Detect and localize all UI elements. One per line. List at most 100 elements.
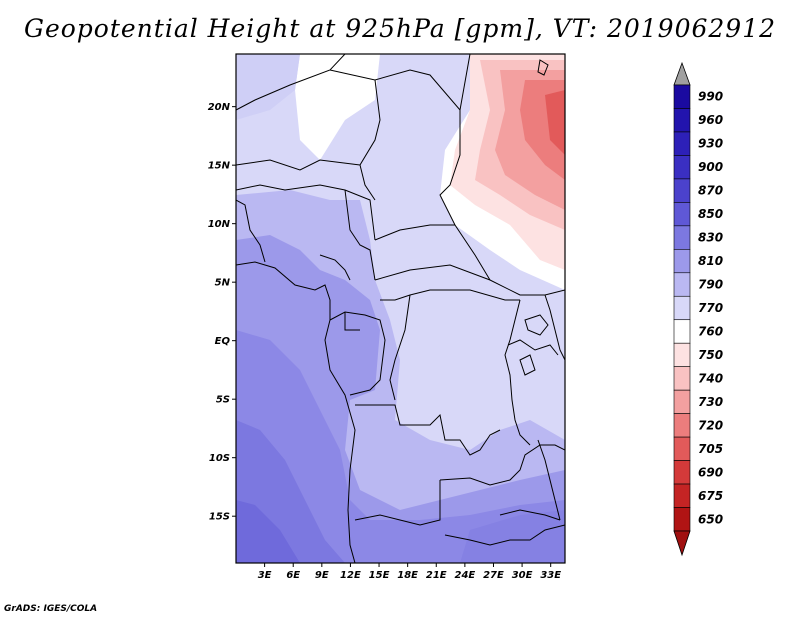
- colorbar-label: 760: [698, 324, 723, 338]
- height-field: [236, 54, 565, 563]
- border-line: [380, 289, 520, 301]
- borders: [236, 54, 565, 563]
- lon-tick-label: 27E: [483, 570, 504, 581]
- border-line: [374, 224, 455, 241]
- colorbar-segment: [673, 155, 691, 180]
- lat-tick-label: 5N: [215, 278, 231, 289]
- field-760-north: [295, 54, 380, 160]
- lake: [537, 59, 549, 76]
- lon-axis: 3E 6E 9E 12E 15E 18E 21E 24E 27E 30E 33E: [258, 563, 561, 581]
- border-line: [507, 339, 559, 356]
- coastline: [236, 261, 356, 563]
- lat-tick-label: 5S: [216, 395, 230, 406]
- colorbar-segment: [673, 342, 691, 367]
- lat-tick-label: 20N: [208, 102, 231, 113]
- lon-tick-label: 12E: [340, 570, 361, 581]
- colorbar-label: 720: [698, 418, 723, 432]
- colorbar-segment: [673, 272, 691, 297]
- border-line: [444, 524, 565, 546]
- colorbar-label: 740: [698, 371, 723, 385]
- credit-text: GrADS: IGES/COLA: [4, 604, 98, 614]
- lake: [519, 354, 536, 376]
- map-frame: [235, 53, 566, 564]
- colorbar-segment: [673, 84, 691, 109]
- border-line: [499, 509, 561, 521]
- colorbar-label: 810: [698, 254, 723, 268]
- colorbar-segment: [673, 507, 691, 532]
- colorbar-segment: [673, 202, 691, 227]
- border-line: [355, 404, 501, 456]
- colorbar-segment: [673, 249, 691, 274]
- border-line: [344, 312, 360, 331]
- lon-tick-label: 18E: [397, 570, 418, 581]
- colorbar-segment: [673, 295, 691, 321]
- field-840-zone: [236, 500, 300, 563]
- colorbar-label: 870: [698, 184, 723, 198]
- colorbar-label: 930: [698, 137, 723, 151]
- colorbar-label: 730: [698, 395, 723, 409]
- colorbar-segment: [673, 436, 691, 461]
- border-line: [236, 159, 361, 171]
- border-line: [329, 311, 386, 396]
- border-line: [329, 54, 471, 112]
- border-line: [359, 79, 381, 201]
- lon-tick-label: 21E: [426, 570, 447, 581]
- field-825-se: [460, 510, 565, 563]
- lat-tick-label: 15S: [209, 512, 230, 523]
- colorbar-segment: [673, 413, 691, 438]
- colorbar-label: 850: [698, 207, 723, 221]
- lon-tick-label: 24E: [454, 570, 475, 581]
- colorbar-label: 770: [698, 301, 723, 315]
- border-line: [389, 294, 411, 401]
- border-line: [439, 444, 565, 486]
- lat-tick-label: 10S: [209, 453, 230, 464]
- colorbar-label: 900: [698, 160, 723, 174]
- border-line: [236, 199, 266, 263]
- colorbar-segment: [673, 319, 691, 344]
- colorbar-label: 705: [698, 442, 723, 456]
- colorbar-segment: [673, 131, 691, 156]
- colorbar-top-arrow: [673, 61, 691, 86]
- colorbar-label: 650: [698, 512, 723, 526]
- colorbar-label: 990: [698, 90, 723, 104]
- colorbar-label: 830: [698, 231, 723, 245]
- border-line: [236, 184, 376, 241]
- lon-tick-label: 3E: [258, 570, 272, 581]
- lake-shore: [537, 439, 561, 521]
- lake-shore: [504, 299, 531, 446]
- lake: [524, 314, 549, 336]
- lon-tick-label: 9E: [315, 570, 329, 581]
- lat-tick-label: 15N: [208, 161, 231, 172]
- border-line: [544, 294, 565, 361]
- border-line: [439, 110, 491, 281]
- colorbar-segment: [673, 178, 691, 203]
- lon-tick-label: 30E: [512, 570, 533, 581]
- border-line: [344, 189, 376, 281]
- colorbar-label: 790: [698, 278, 723, 292]
- colorbar-segment: [673, 460, 691, 485]
- map-title: Geopotential Height at 925hPa [gpm], VT:…: [23, 14, 777, 43]
- colorbar-segment: [673, 366, 691, 391]
- lat-axis: 20N 15N 10N 5N EQ 5S 10S 15S: [208, 102, 236, 523]
- colorbar-label: 960: [698, 113, 723, 127]
- field-705-zone: [545, 90, 565, 155]
- border-line: [319, 254, 351, 281]
- colorbar-label: 675: [698, 489, 723, 503]
- border-line: [236, 54, 346, 111]
- colorbar: 990 960 930 900 870 850 830 810 790 770 760 750 740 7…: [673, 61, 723, 557]
- colorbar-segment: [673, 483, 691, 508]
- colorbar-segment: [673, 225, 691, 250]
- border-line: [354, 480, 441, 526]
- colorbar-segment: [673, 389, 691, 414]
- colorbar-bottom-arrow: [673, 530, 691, 557]
- colorbar-label: 750: [698, 348, 723, 362]
- field-760-zone: [300, 54, 565, 290]
- lon-tick-label: 6E: [286, 570, 300, 581]
- field-820-zone: [236, 330, 565, 563]
- colorbar-label: 690: [698, 465, 723, 479]
- field-780-nw: [236, 54, 300, 120]
- lon-tick-label: 33E: [540, 570, 561, 581]
- lat-tick-label: EQ: [215, 336, 231, 347]
- lon-tick-label: 15E: [369, 570, 390, 581]
